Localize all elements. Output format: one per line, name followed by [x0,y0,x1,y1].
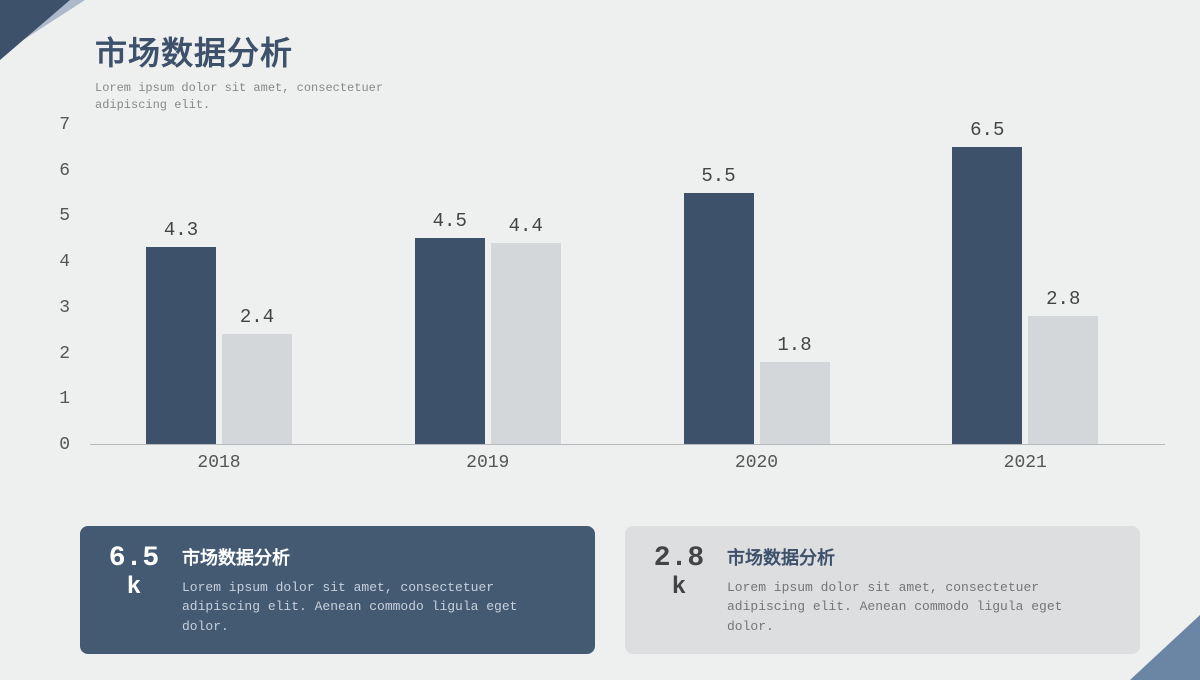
bar: 2.8 [1028,316,1098,444]
y-tick: 4 [55,252,70,272]
bar-value-label: 1.8 [777,334,811,356]
summary-card-dark: 6.5 k 市场数据分析 Lorem ipsum dolor sit amet,… [80,526,595,655]
bar: 4.3 [146,247,216,444]
y-tick: 5 [55,206,70,226]
y-axis: 01234567 [55,125,85,445]
summary-card-light: 2.8 k 市场数据分析 Lorem ipsum dolor sit amet,… [625,526,1140,655]
bar-value-label: 4.4 [509,215,543,237]
card-desc: Lorem ipsum dolor sit amet, consectetuer… [182,578,571,637]
y-tick: 7 [55,115,70,135]
bar-value-label: 4.5 [433,210,467,232]
card-body: 市场数据分析 Lorem ipsum dolor sit amet, conse… [182,544,571,637]
bar-group: 5.51.8 [657,193,857,444]
y-tick: 6 [55,161,70,181]
card-title: 市场数据分析 [727,544,1116,570]
bar-value-label: 2.8 [1046,288,1080,310]
bar: 6.5 [952,147,1022,444]
chart-plot: 4.32.44.54.45.51.86.52.8 [90,125,1165,445]
x-tick-label: 2018 [197,453,240,473]
x-tick-label: 2021 [1004,453,1047,473]
bar-group: 6.52.8 [925,147,1125,444]
page-title: 市场数据分析 [95,28,415,74]
bar: 4.5 [415,238,485,444]
bar-value-label: 5.5 [701,165,735,187]
y-tick: 0 [55,435,70,455]
bar-value-label: 4.3 [164,219,198,241]
corner-decoration-tl-front [0,0,70,60]
header: 市场数据分析 Lorem ipsum dolor sit amet, conse… [95,28,415,114]
bar: 4.4 [491,243,561,444]
card-value: 2.8 [649,544,709,575]
bar-value-label: 6.5 [970,119,1004,141]
bar: 1.8 [760,362,830,444]
card-desc: Lorem ipsum dolor sit amet, consectetuer… [727,578,1116,637]
bar-group: 4.32.4 [119,247,319,444]
bar-value-label: 2.4 [240,306,274,328]
card-metric: 2.8 k [649,544,709,637]
page-subtitle: Lorem ipsum dolor sit amet, consectetuer… [95,80,415,114]
bar-chart: 01234567 4.32.44.54.45.51.86.52.8 201820… [55,125,1165,470]
card-unit: k [104,574,164,601]
card-value: 6.5 [104,544,164,575]
y-tick: 3 [55,298,70,318]
bar: 2.4 [222,334,292,444]
summary-cards: 6.5 k 市场数据分析 Lorem ipsum dolor sit amet,… [80,526,1140,655]
bar: 5.5 [684,193,754,444]
x-tick-label: 2019 [466,453,509,473]
card-metric: 6.5 k [104,544,164,637]
x-tick-label: 2020 [735,453,778,473]
bar-group: 4.54.4 [388,238,588,444]
corner-decoration-br [1130,615,1200,680]
y-tick: 1 [55,389,70,409]
card-title: 市场数据分析 [182,544,571,570]
card-body: 市场数据分析 Lorem ipsum dolor sit amet, conse… [727,544,1116,637]
card-unit: k [649,574,709,601]
y-tick: 2 [55,344,70,364]
